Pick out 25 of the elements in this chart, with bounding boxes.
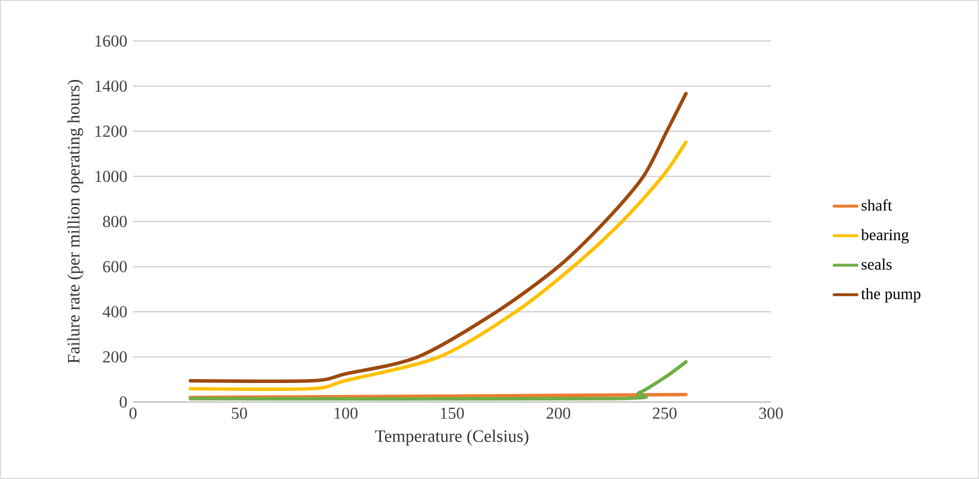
x-tick-label: 250	[652, 408, 677, 419]
y-tick-label: 1400	[96, 80, 127, 92]
y-tick-label: 0	[120, 396, 127, 408]
legend-label: the pump	[861, 288, 920, 302]
legend-label: shaft	[862, 199, 892, 211]
x-tick-label: 300	[759, 408, 783, 419]
y-tick-label: 400	[102, 306, 127, 318]
y-axis-title: Failure rate (per million operating hours)	[67, 80, 84, 364]
y-tick-label: 600	[103, 261, 127, 272]
x-tick-label: 0	[129, 408, 137, 419]
x-tick-label: 50	[232, 408, 248, 419]
y-tick-label: 1600	[96, 35, 127, 47]
x-tick-label: 200	[546, 408, 570, 419]
x-tick-label: 100	[334, 408, 358, 419]
y-tick-label: 800	[103, 216, 127, 228]
line-series	[188, 140, 688, 391]
x-tick-label: 150	[440, 408, 464, 419]
y-tick-label: 200	[103, 351, 127, 363]
line-series	[188, 92, 688, 383]
legend-label: bearing	[861, 228, 909, 244]
y-tick-label: 1000	[96, 170, 127, 182]
x-axis-title: Temperature (Celsius)	[375, 430, 528, 446]
y-tick-label: 1200	[96, 126, 127, 137]
legend-label: seals	[862, 258, 892, 270]
line-series	[188, 360, 688, 401]
